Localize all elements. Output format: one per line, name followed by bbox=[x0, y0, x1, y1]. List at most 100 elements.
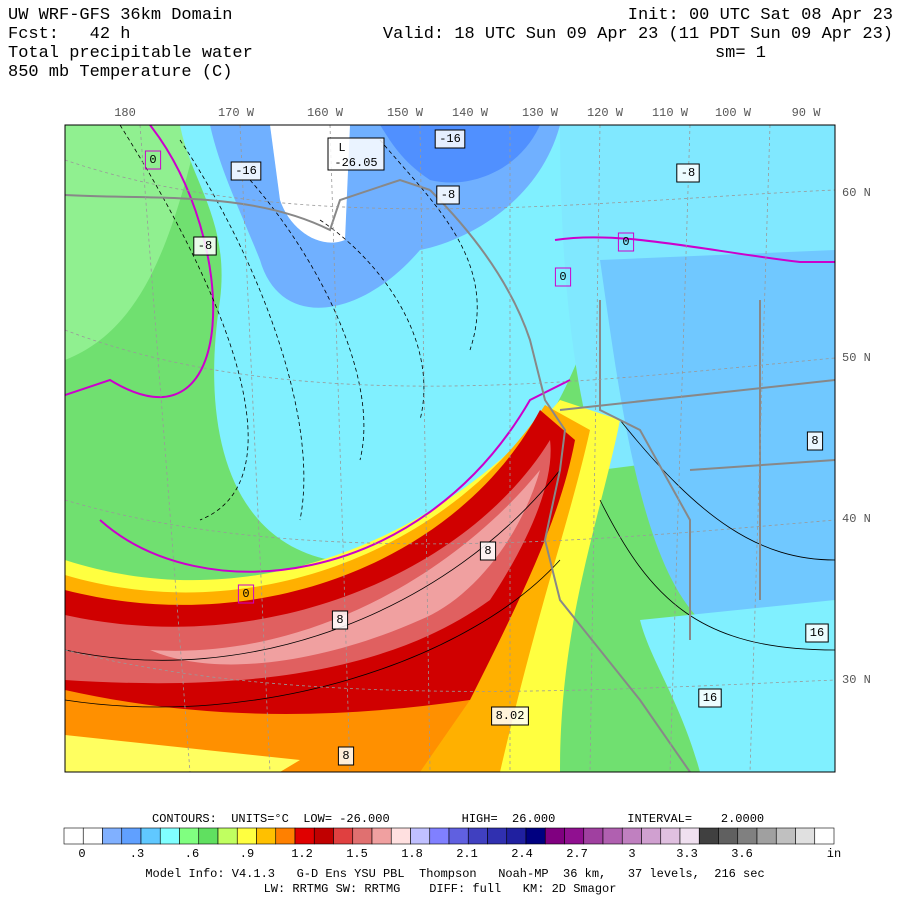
colorbar-cell bbox=[698, 827, 719, 845]
smoothing: sm= 1 bbox=[715, 44, 766, 63]
contour-label-box bbox=[337, 746, 355, 766]
latitude-labels: 60 N 50 N 40 N 30 N bbox=[842, 186, 871, 687]
colorbar-cell bbox=[217, 827, 238, 845]
contours-info: CONTOURS: UNITS=°C LOW= -26.000 HIGH= 26… bbox=[152, 812, 764, 826]
contour-label: -16 bbox=[439, 132, 461, 146]
contour-label: -26.05 bbox=[334, 156, 377, 170]
colorbar-cell bbox=[333, 827, 354, 845]
contour-label-box bbox=[554, 267, 572, 287]
contour-label: 0 bbox=[559, 270, 566, 284]
colorbar bbox=[63, 827, 835, 845]
colorbar-label: .6 bbox=[185, 847, 199, 861]
map bbox=[65, 125, 835, 772]
colorbar-label: 3.6 bbox=[731, 847, 753, 861]
colorbar-cell bbox=[564, 827, 585, 845]
latitude-label: 60 N bbox=[842, 186, 871, 200]
colorbar-cell bbox=[63, 827, 84, 845]
colorbar-label: 2.4 bbox=[511, 847, 533, 861]
longitude-labels: 180 170 W 160 W 150 W 140 W 130 W 120 W 110 W 10… bbox=[114, 106, 821, 120]
colorbar-label: .3 bbox=[130, 847, 144, 861]
colorbar-cell bbox=[371, 827, 392, 845]
longitude-label: 120 W bbox=[587, 106, 624, 120]
contour-label-box bbox=[436, 185, 460, 205]
longitude-label: 150 W bbox=[387, 106, 424, 120]
colorbar-label: 3 bbox=[628, 847, 635, 861]
contour-label: -8 bbox=[441, 188, 455, 202]
contour-label: 8 bbox=[811, 434, 818, 448]
colorbar-label: 2.1 bbox=[456, 847, 478, 861]
longitude-label: 130 W bbox=[522, 106, 559, 120]
colorbar-cell bbox=[275, 827, 296, 845]
footer-line: Model Info: V4.1.3 G-D Ens YSU PBL Thomp… bbox=[145, 867, 764, 881]
contour-label: -16 bbox=[235, 164, 257, 178]
colorbar-cell bbox=[294, 827, 315, 845]
colorbar-cell bbox=[256, 827, 277, 845]
contour-label: 0 bbox=[149, 153, 156, 167]
contour-label-box bbox=[230, 161, 262, 181]
contour-label: 8.02 bbox=[496, 709, 525, 723]
contour-label: L bbox=[338, 141, 345, 155]
colorbar-cell bbox=[179, 827, 200, 845]
valid-time: Valid: 18 UTC Sun 09 Apr 23 (11 PDT Sun … bbox=[383, 25, 893, 44]
colorbar-cell bbox=[159, 827, 180, 845]
contour-label: 16 bbox=[810, 626, 824, 640]
field: Total precipitable water bbox=[8, 44, 253, 63]
colorbar-cell bbox=[352, 827, 373, 845]
longitude-label: 170 W bbox=[218, 106, 255, 120]
colorbar-cell bbox=[140, 827, 161, 845]
field: 850 mb Temperature (C) bbox=[8, 63, 232, 82]
colorbar-label: 2.7 bbox=[566, 847, 588, 861]
colorbar-label: 3.3 bbox=[676, 847, 698, 861]
contour-label: -8 bbox=[681, 166, 695, 180]
contour-label-box bbox=[805, 623, 829, 643]
colorbar-cell bbox=[410, 827, 431, 845]
longitude-label: 90 W bbox=[792, 106, 822, 120]
contour-label: 0 bbox=[242, 587, 249, 601]
colorbar-cell bbox=[660, 827, 681, 845]
colorbar-cell bbox=[775, 827, 796, 845]
latitude-label: 40 N bbox=[842, 512, 871, 526]
latitude-label: 30 N bbox=[842, 673, 871, 687]
colorbar-cell bbox=[102, 827, 123, 845]
init-time: Init: 00 UTC Sat 08 Apr 23 bbox=[628, 6, 893, 25]
contour-labels: 0 -16 L-26.05 -16 -8 -8 -8 0 0 8 0 8 8 8.02 16 16 8 bbox=[144, 129, 829, 766]
colorbar-cell bbox=[718, 827, 739, 845]
colorbar-cell bbox=[467, 827, 488, 845]
colorbar-cell bbox=[602, 827, 623, 845]
colorbar-label: 0 bbox=[78, 847, 85, 861]
colorbar-labels: 0 .3 .6 .9 1.2 1.5 1.8 2.1 2.4 2.7 3 3.3 3.6 bbox=[78, 847, 752, 861]
longitude-label: 140 W bbox=[452, 106, 489, 120]
contour-label-box bbox=[434, 129, 466, 149]
contour-label-box bbox=[806, 431, 824, 451]
contour-label-box bbox=[327, 137, 385, 171]
colorbar-cell bbox=[82, 827, 103, 845]
longitude-label: 180 bbox=[114, 106, 136, 120]
colorbar-cell bbox=[448, 827, 469, 845]
colorbar-cell bbox=[429, 827, 450, 845]
contour-label-box bbox=[698, 688, 722, 708]
contour-label-box bbox=[479, 541, 497, 561]
contour-label-box bbox=[193, 236, 217, 256]
colorbar-label: 1.2 bbox=[291, 847, 313, 861]
colorbar-label: 1.8 bbox=[401, 847, 423, 861]
header: UW WRF-GFS 36km Domain Fcst: 42 h Total … bbox=[8, 6, 893, 82]
contour-label: -8 bbox=[198, 239, 212, 253]
contour-label: 8 bbox=[484, 544, 491, 558]
colorbar-cell bbox=[198, 827, 219, 845]
title: UW WRF-GFS 36km Domain bbox=[8, 6, 232, 25]
colorbar-cell bbox=[795, 827, 816, 845]
colorbar-cell bbox=[756, 827, 777, 845]
colorbar-cell bbox=[679, 827, 700, 845]
contour-label-box bbox=[144, 150, 162, 170]
colorbar-cell bbox=[737, 827, 758, 845]
latitude-label: 50 N bbox=[842, 351, 871, 365]
contour-label-box bbox=[237, 584, 255, 604]
colorbar-label: 1.5 bbox=[346, 847, 368, 861]
colorbar-cell bbox=[525, 827, 546, 845]
colorbar-cell bbox=[506, 827, 527, 845]
contour-label-box bbox=[491, 706, 529, 726]
contour-label-box bbox=[617, 232, 635, 252]
contour-label: 8 bbox=[342, 749, 349, 763]
longitude-label: 100 W bbox=[715, 106, 752, 120]
